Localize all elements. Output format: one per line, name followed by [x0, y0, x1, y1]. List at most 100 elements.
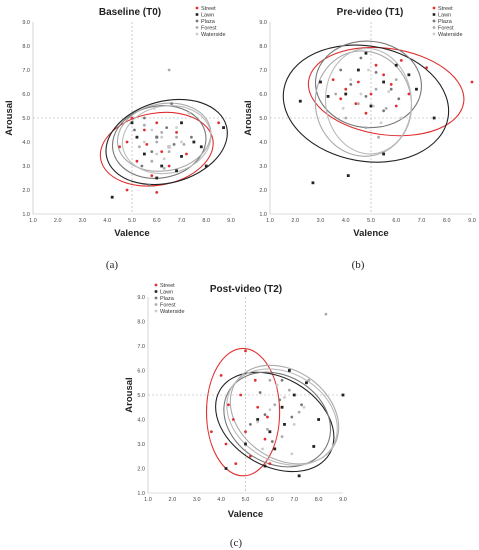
- data-point-lawn: [130, 121, 134, 125]
- legend-marker: [154, 296, 158, 300]
- data-point-lawn: [346, 174, 350, 177]
- y-tick-label: 6.0: [137, 369, 145, 375]
- data-point-lawn: [341, 393, 345, 397]
- data-point-lawn: [244, 442, 247, 446]
- data-point-waterside: [187, 111, 191, 115]
- x-tick-label: 8.0: [315, 497, 323, 503]
- data-point-street: [142, 128, 146, 132]
- data-point-plaza: [270, 440, 274, 443]
- data-point-forest: [150, 159, 154, 163]
- x-tick-label: 7.0: [290, 497, 298, 503]
- data-point-waterside: [399, 116, 403, 120]
- x-tick-label: 4.0: [217, 497, 225, 503]
- data-point-lawn: [199, 145, 203, 149]
- data-point-plaza: [155, 135, 159, 139]
- legend-marker: [195, 26, 199, 29]
- data-point-street: [394, 104, 398, 108]
- data-point-lawn: [407, 73, 411, 77]
- data-point-plaza: [133, 128, 136, 132]
- data-point-waterside: [341, 107, 345, 110]
- data-point-street: [244, 430, 247, 434]
- legend-marker: [432, 19, 436, 23]
- data-point-waterside: [372, 104, 375, 108]
- data-point-waterside: [275, 383, 279, 387]
- data-point-street: [354, 102, 358, 105]
- data-point-street: [217, 121, 221, 125]
- data-point-plaza: [359, 56, 363, 60]
- legend-marker: [432, 6, 436, 10]
- y-tick-label: 1.0: [259, 212, 267, 218]
- data-point-waterside: [152, 107, 156, 110]
- data-point-lawn: [369, 104, 373, 108]
- data-point-waterside: [155, 152, 159, 156]
- y-tick-label: 3.0: [22, 164, 30, 170]
- x-tick-label: 5.0: [367, 218, 375, 224]
- data-point-street: [125, 140, 129, 144]
- data-point-forest: [374, 87, 378, 91]
- data-point-forest: [377, 135, 380, 139]
- data-point-lawn: [305, 381, 308, 385]
- legend-label: Street: [201, 6, 216, 12]
- y-tick-label: 5.0: [259, 116, 267, 122]
- y-axis-label: Arousal: [124, 377, 135, 412]
- data-point-plaza: [140, 164, 144, 168]
- data-point-plaza: [248, 423, 252, 426]
- legend-label: Street: [160, 283, 175, 289]
- data-point-lawn: [222, 126, 225, 129]
- data-point-lawn: [283, 423, 286, 426]
- data-point-lawn: [256, 418, 260, 421]
- panel-title: Baseline (T0): [99, 7, 161, 18]
- y-axis-label: Arousal: [243, 100, 254, 135]
- confidence-ellipse-lawn: [282, 44, 450, 163]
- y-tick-label: 3.0: [259, 164, 267, 170]
- data-point-street: [389, 83, 393, 86]
- data-point-lawn: [263, 464, 267, 468]
- legend-label: Forest: [201, 26, 217, 32]
- data-point-lawn: [356, 68, 360, 72]
- data-point-street: [209, 430, 213, 434]
- data-point-forest: [334, 92, 338, 96]
- data-point-plaza: [190, 135, 193, 139]
- scatter-panel-3: 1.0 2.0 3.0 4.0 5.0 6.0 7.0 8.0 9.0 1.0 2.0 3.0 4.0 5…: [124, 283, 347, 549]
- data-point-plaza: [389, 87, 393, 91]
- data-point-street: [425, 66, 428, 69]
- legend-marker: [432, 32, 436, 36]
- data-point-street: [175, 131, 178, 134]
- legend-marker: [195, 6, 199, 10]
- x-tick-label: 6.0: [153, 218, 161, 224]
- data-point-waterside: [302, 405, 306, 409]
- confidence-ellipse-plaza: [223, 371, 332, 468]
- data-point-forest: [287, 388, 291, 392]
- data-point-street: [227, 403, 230, 407]
- legend-marker: [432, 13, 436, 16]
- data-point-lawn: [364, 51, 368, 55]
- data-point-street: [135, 159, 139, 163]
- data-point-lawn: [382, 152, 386, 156]
- x-tick-label: 4.0: [103, 218, 111, 224]
- data-point-lawn: [280, 405, 284, 409]
- data-point-street: [374, 63, 378, 67]
- data-point-plaza: [397, 97, 401, 101]
- data-point-plaza: [349, 83, 353, 86]
- panel-caption: (c): [230, 537, 243, 549]
- data-point-waterside: [349, 78, 353, 81]
- panel-title: Pre-video (T1): [337, 7, 404, 18]
- data-point-forest: [167, 150, 171, 154]
- x-tick-label: 9.0: [227, 218, 235, 224]
- data-point-forest: [364, 126, 368, 129]
- x-tick-label: 5.0: [128, 218, 136, 224]
- data-point-street: [244, 349, 247, 353]
- data-point-street: [266, 415, 269, 419]
- data-point-forest: [167, 68, 171, 72]
- data-point-street: [399, 59, 403, 62]
- legend-marker: [154, 309, 158, 313]
- x-axis-label: Valence: [114, 228, 149, 239]
- confidence-ellipse-waterside: [121, 105, 212, 175]
- x-tick-label: 4.0: [342, 218, 350, 224]
- legend-label: Plaza: [160, 296, 175, 302]
- data-point-forest: [356, 102, 360, 105]
- x-tick-label: 3.0: [193, 497, 201, 503]
- confidence-ellipse-waterside: [324, 47, 413, 155]
- x-tick-label: 8.0: [443, 218, 451, 224]
- y-tick-label: 8.0: [259, 44, 267, 50]
